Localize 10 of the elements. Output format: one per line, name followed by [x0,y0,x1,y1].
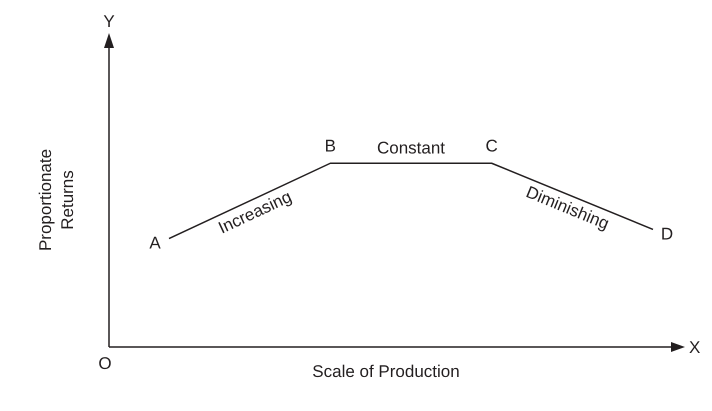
text: Constant [376,138,446,158]
text: B [324,136,336,156]
text: X [689,338,700,357]
annotation: A [149,234,162,253]
x-axis-title: Scale of Production [312,362,460,381]
annotation: D [660,224,674,244]
text: C [486,136,498,156]
text: O [98,354,112,373]
text: Y [103,12,115,31]
y-axis-title: Proportionate Returns [36,148,77,252]
